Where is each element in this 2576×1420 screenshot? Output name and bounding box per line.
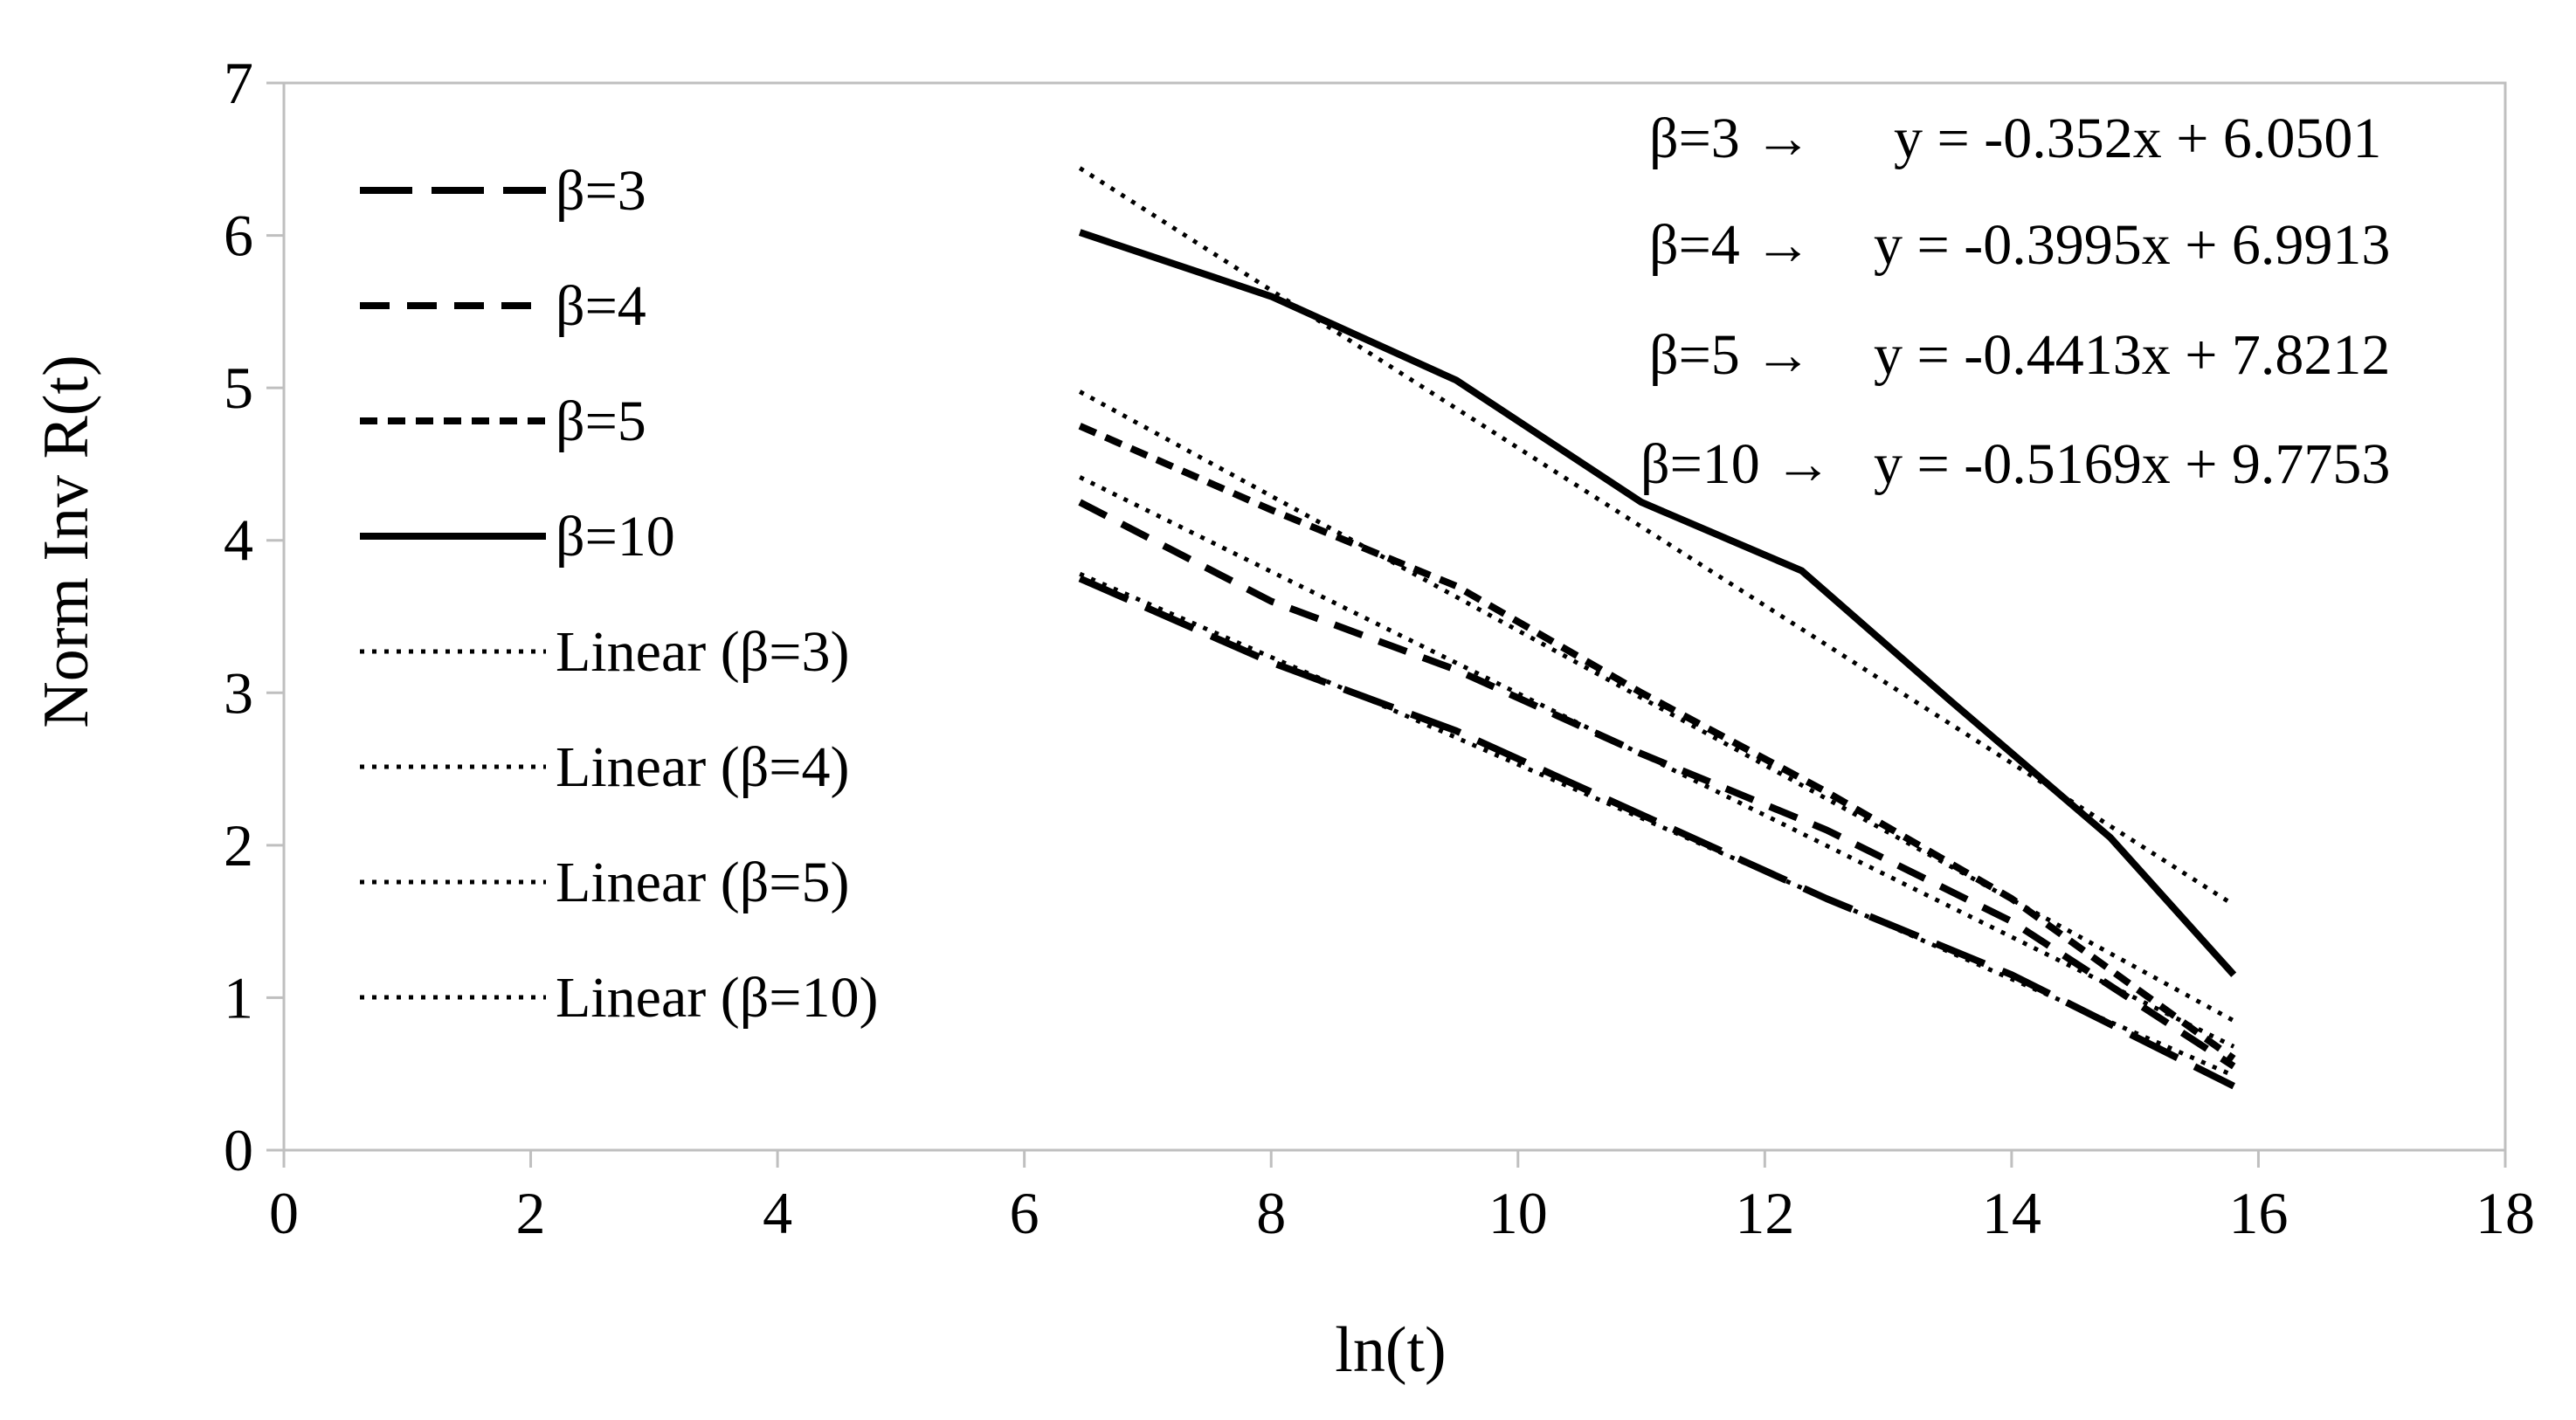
equation-text: y = -0.5169x + 9.7753 [1874,432,2390,496]
equation-text: y = -0.3995x + 6.9913 [1874,213,2390,277]
plot-border [282,81,2507,1152]
legend-label: β=3 [556,159,646,223]
x-tick-label: 18 [2476,1180,2535,1246]
y-tick-label: 3 [224,659,253,726]
legend: β=3 β=4 β=5 β=10 Linear (β=3) Linear (β=4) Lin… [360,159,878,1030]
x-tick-label: 8 [1256,1180,1286,1246]
legend-label: Linear (β=10) [556,966,878,1030]
equation-text: y = -0.352x + 6.0501 [1894,107,2381,170]
legend-label: β=5 [556,389,646,453]
equation-label: β=4 → [1649,213,1812,277]
series-layer [1078,166,2237,1090]
x-tick-label: 14 [1982,1180,2041,1246]
x-tick-label: 2 [516,1180,546,1246]
legend-label: β=10 [556,505,675,569]
x-axis-ticks: 0 2 4 6 8 10 12 14 16 18 [269,1150,2535,1246]
trendline-4 [1079,571,2235,1078]
x-tick-label: 0 [269,1180,299,1246]
legend-label: β=4 [556,274,646,338]
x-axis-title: ln(t) [1335,1314,1446,1386]
equation-label: β=10 → [1640,432,1832,496]
series-line-3 [1078,229,2237,977]
equation-text: y = -0.4413x + 7.8212 [1874,323,2390,387]
x-tick-label: 16 [2228,1180,2288,1246]
legend-label: Linear (β=5) [556,851,849,914]
x-tick-label: 10 [1488,1180,1548,1246]
y-tick-label: 0 [224,1117,253,1183]
legend-label: Linear (β=4) [556,735,849,799]
series-line-2 [1078,423,2236,1062]
y-tick-label: 5 [224,355,253,421]
equation-label: β=5 → [1649,323,1812,387]
legend-label: Linear (β=3) [556,620,849,684]
x-tick-label: 4 [763,1180,792,1246]
x-tick-label: 6 [1010,1180,1039,1246]
y-tick-label: 1 [224,964,253,1031]
x-tick-label: 12 [1735,1180,1794,1246]
y-axis-ticks: 0 1 2 3 4 5 6 7 [224,50,284,1183]
y-tick-label: 6 [224,203,253,269]
trendline-equations: β=3 → y = -0.352x + 6.0501 β=4 → y = -0.399… [1640,107,2390,496]
y-axis-title: Norm Inv R(t) [31,355,102,728]
y-tick-label: 7 [224,50,253,116]
trendline-7 [1078,166,2235,907]
y-tick-label: 2 [224,812,253,879]
plot-area [282,81,2507,1152]
equation-label: β=3 → [1649,107,1812,170]
y-tick-label: 4 [224,507,253,574]
series-line-0 [1078,575,2235,1090]
